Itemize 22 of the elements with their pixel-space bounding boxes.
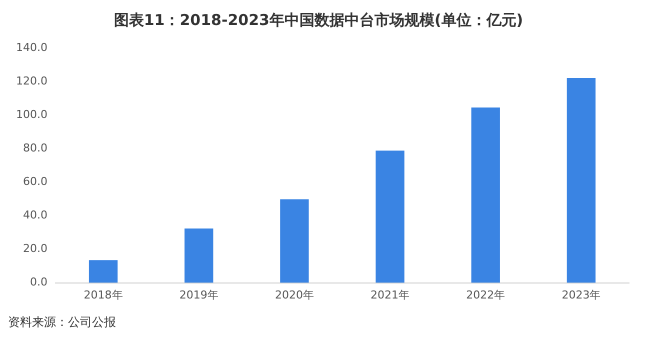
x-tick-label: 2018年 <box>84 288 123 302</box>
bar <box>184 228 214 283</box>
chart-title: 图表11：2018-2023年中国数据中台市场规模(单位：亿元) <box>114 10 524 29</box>
text: 资料来源：公司公报 <box>8 314 117 331</box>
y-tick-label: 140.0 <box>16 40 48 54</box>
x-tick-label: 2020年 <box>274 288 314 302</box>
x-tick-label: 2021年 <box>370 288 410 302</box>
y-tick-label: 0.0 <box>30 276 48 289</box>
bar <box>280 199 309 283</box>
y-tick-label: 60.0 <box>22 175 48 188</box>
x-tick-label: 2019年 <box>179 288 218 302</box>
x-tick-label: 2022年 <box>466 288 506 302</box>
y-tick-label: 100.0 <box>16 108 48 121</box>
bar <box>376 150 404 283</box>
bar <box>471 108 500 283</box>
x-tick-label: 2023年 <box>562 288 601 302</box>
y-tick-label: 80.0 <box>22 141 48 154</box>
y-tick-label: 40.0 <box>22 208 48 222</box>
y-tick-label: 120.0 <box>16 74 48 88</box>
bar <box>88 260 118 283</box>
bar <box>566 78 596 283</box>
y-tick-label: 20.0 <box>22 242 48 256</box>
